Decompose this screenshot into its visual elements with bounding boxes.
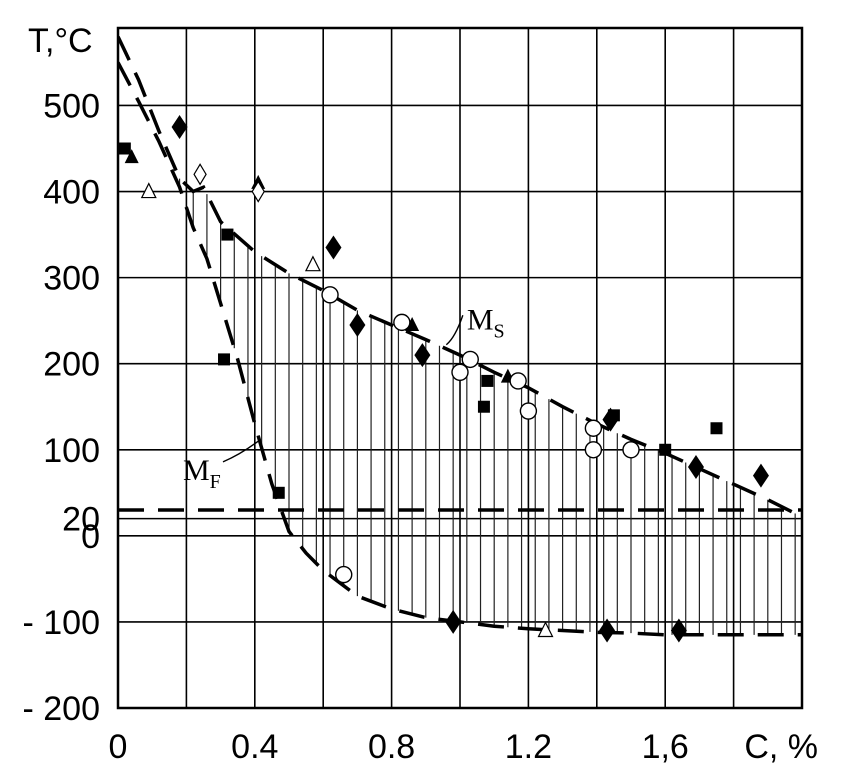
point-filled-diamond bbox=[687, 454, 704, 479]
y-tick-label: 0 bbox=[81, 518, 100, 556]
point-filled-diamond bbox=[445, 609, 462, 634]
y-tick-label: 200 bbox=[43, 346, 100, 384]
x-axis-label: C, % bbox=[744, 728, 818, 766]
point-filled-diamond bbox=[752, 463, 769, 488]
y-tick-label: 300 bbox=[43, 260, 100, 298]
point-open-triangle bbox=[304, 255, 321, 272]
x-tick-label: 0 bbox=[109, 728, 128, 766]
ms-leader-line bbox=[445, 315, 464, 346]
hatched-region bbox=[178, 178, 796, 635]
y-tick-label: 500 bbox=[43, 87, 100, 125]
point-open-circle bbox=[584, 419, 603, 437]
x-tick-label: 1,6 bbox=[642, 728, 689, 766]
curves bbox=[118, 35, 802, 637]
point-open-circle bbox=[393, 313, 411, 332]
point-open-circle bbox=[584, 441, 603, 459]
point-open-triangle bbox=[140, 182, 157, 199]
point-filled-diamond bbox=[599, 618, 616, 643]
point-filled-square bbox=[118, 142, 131, 155]
y-tick-label: 20 bbox=[62, 501, 100, 539]
point-open-circle bbox=[451, 363, 469, 382]
y-axis-label: T,°C bbox=[28, 22, 93, 60]
point-filled-diamond bbox=[171, 114, 188, 139]
point-open-diamond bbox=[251, 180, 265, 203]
point-open-circle bbox=[321, 286, 339, 304]
point-filled-triangle bbox=[124, 149, 139, 164]
x-tick-label: 1.2 bbox=[505, 728, 552, 766]
curve-ms bbox=[118, 35, 802, 519]
point-open-triangle bbox=[537, 621, 554, 638]
y-tick-label: 400 bbox=[43, 174, 100, 212]
x-tick-label: 0.8 bbox=[368, 728, 415, 766]
point-filled-diamond bbox=[325, 235, 342, 260]
x-tick-label: 0.4 bbox=[231, 728, 278, 766]
point-filled-square bbox=[218, 353, 231, 366]
y-tick-label: - 200 bbox=[23, 690, 101, 728]
point-filled-diamond bbox=[670, 618, 687, 643]
point-filled-square bbox=[710, 422, 723, 435]
point-filled-square bbox=[221, 228, 234, 241]
point-open-diamond bbox=[193, 163, 207, 186]
point-filled-square bbox=[477, 400, 490, 413]
point-filled-diamond bbox=[414, 343, 431, 368]
point-filled-diamond bbox=[602, 407, 619, 432]
point-open-circle bbox=[519, 402, 538, 420]
y-tick-label: 100 bbox=[43, 432, 100, 470]
point-open-circle bbox=[622, 441, 640, 459]
point-filled-square bbox=[659, 443, 672, 456]
point-open-circle bbox=[461, 350, 479, 369]
y-tick-label: - 100 bbox=[23, 604, 101, 642]
point-filled-square bbox=[481, 374, 494, 387]
data-points bbox=[118, 114, 769, 643]
point-open-circle bbox=[335, 565, 353, 584]
point-open-circle bbox=[509, 372, 527, 390]
curve-mf bbox=[118, 61, 802, 637]
mf-leader-line bbox=[222, 440, 259, 463]
point-filled-diamond bbox=[349, 312, 366, 337]
plot-frame bbox=[116, 26, 804, 710]
point-filled-square bbox=[272, 486, 285, 499]
